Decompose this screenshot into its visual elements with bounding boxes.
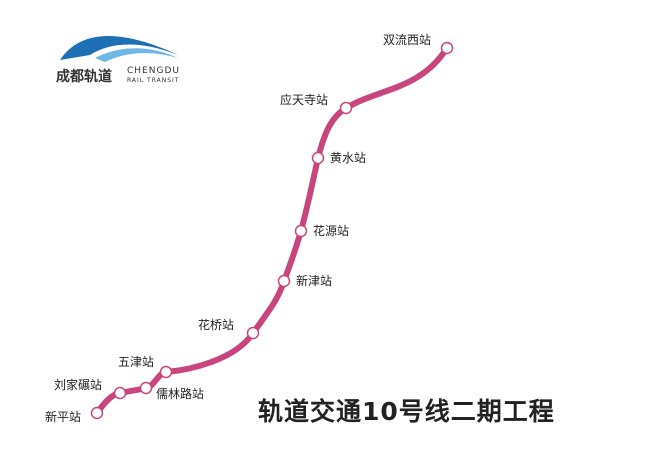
station: 花源站	[294, 223, 349, 238]
logo-text-cn: 成都轨道	[56, 69, 112, 85]
station: 黄水站	[311, 151, 366, 165]
station-marker	[139, 381, 153, 395]
station-marker	[440, 41, 454, 55]
station-label: 花源站	[313, 223, 349, 238]
station: 新平站	[45, 406, 104, 424]
station: 刘家碾站	[54, 377, 127, 400]
station-label: 应天寺站	[280, 92, 328, 107]
logo-text-en: CHENGDU	[127, 66, 180, 76]
station: 新津站	[277, 273, 332, 288]
station-label: 双流西站	[383, 33, 431, 47]
logo-text-en-sub: RAIL TRANSIT	[127, 77, 180, 84]
station: 儒林路站	[139, 381, 204, 401]
station-marker	[159, 365, 173, 379]
station-marker	[311, 151, 325, 165]
station-marker	[339, 101, 353, 115]
station-marker	[246, 326, 260, 340]
station-label: 儒林路站	[156, 386, 204, 401]
station-label: 刘家碾站	[54, 377, 102, 392]
station-marker	[113, 386, 127, 400]
station: 五津站	[118, 355, 173, 379]
station-marker	[90, 406, 104, 420]
station-marker	[277, 274, 291, 288]
station: 双流西站	[383, 33, 454, 55]
line-10-route	[94, 45, 450, 416]
station-label: 花桥站	[198, 317, 234, 332]
station-marker	[294, 224, 308, 238]
logo-swoosh-icon	[60, 36, 178, 62]
map-title: 轨道交通10号线二期工程	[258, 397, 555, 426]
station: 应天寺站	[280, 92, 353, 115]
station: 花桥站	[198, 317, 260, 340]
station-label: 五津站	[118, 355, 154, 369]
station-label: 黄水站	[330, 151, 366, 165]
station-label: 新津站	[296, 273, 332, 288]
station-label: 新平站	[45, 409, 81, 424]
